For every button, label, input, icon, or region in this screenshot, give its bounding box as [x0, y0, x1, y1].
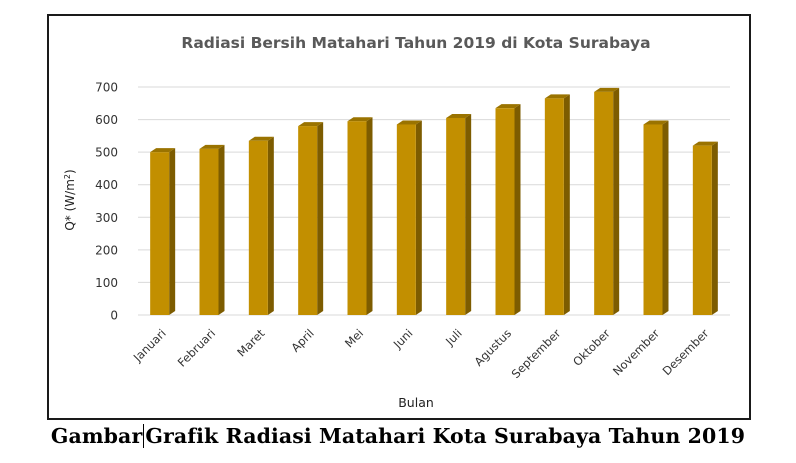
- bar-side: [317, 122, 324, 315]
- x-tick-label: September: [509, 326, 564, 381]
- bar: [544, 94, 570, 316]
- y-tick-label: 100: [95, 276, 118, 290]
- x-axis-ticks: Januari Februari Maret April Mei Juni Juli Agus…: [130, 326, 712, 381]
- bar-front: [643, 124, 663, 315]
- y-axis-ticks: 0 100 200 300 400 500 600 700: [95, 81, 118, 323]
- bar: [199, 144, 225, 315]
- bar-top: [495, 104, 521, 109]
- bar-front: [199, 148, 219, 315]
- caption-separator: [143, 424, 145, 448]
- x-tick-label: Oktober: [570, 326, 613, 369]
- bar-front: [396, 124, 416, 315]
- bar-side: [267, 136, 274, 315]
- y-axis-label: Q* (W/m2): [63, 169, 78, 230]
- bar: [347, 117, 373, 315]
- x-tick-label: November: [610, 326, 662, 378]
- x-tick-label: Desember: [660, 326, 712, 378]
- y-tick-label: 400: [95, 178, 118, 192]
- caption-text: Grafik Radiasi Matahari Kota Surabaya Ta…: [145, 424, 746, 448]
- bar-front: [594, 91, 614, 315]
- caption-prefix: Gambar: [50, 424, 143, 448]
- bar-side: [613, 87, 620, 315]
- bar: [298, 122, 324, 315]
- gridlines: [138, 86, 730, 316]
- bar: [692, 141, 718, 315]
- y-tick-label: 600: [95, 113, 118, 127]
- bar-top: [544, 94, 570, 99]
- bar-side: [218, 144, 225, 315]
- chart-title: Radiasi Bersih Matahari Tahun 2019 di Ko…: [181, 34, 650, 52]
- y-tick-label: 0: [110, 309, 118, 323]
- bar-side: [711, 141, 718, 315]
- bar: [396, 120, 422, 315]
- y-tick-label: 700: [95, 81, 118, 95]
- bar-top: [692, 141, 718, 146]
- x-tick-label: Januari: [130, 326, 169, 365]
- bar-front: [544, 98, 564, 316]
- bar: [495, 104, 521, 316]
- bar-side: [563, 94, 570, 316]
- bar: [643, 120, 669, 315]
- bar-side: [415, 120, 422, 315]
- bar-side: [514, 104, 521, 316]
- x-tick-label: Juni: [390, 326, 416, 352]
- bars: [150, 87, 718, 316]
- bar-top: [298, 122, 324, 127]
- bar-side: [465, 113, 472, 315]
- y-tick-label: 200: [95, 243, 118, 257]
- bar-side: [169, 148, 176, 315]
- bar-top: [643, 120, 669, 125]
- x-tick-label: Februari: [175, 326, 218, 369]
- x-tick-label: Juli: [442, 326, 465, 349]
- bar-top: [347, 117, 373, 122]
- bar-front: [347, 121, 367, 315]
- bar: [446, 113, 472, 315]
- bar: [594, 87, 620, 315]
- bar-front: [692, 145, 712, 315]
- x-tick-label: April: [288, 326, 316, 354]
- x-axis-label: Bulan: [398, 395, 434, 410]
- bar-top: [150, 148, 176, 153]
- bar-top: [446, 113, 472, 118]
- bar: [150, 148, 176, 315]
- bar-front: [495, 108, 515, 316]
- bar-top: [396, 120, 422, 125]
- bar-front: [248, 140, 268, 315]
- bar-top: [199, 144, 225, 149]
- bar-front: [446, 117, 466, 315]
- x-tick-label: Mei: [342, 326, 366, 350]
- x-tick-label: Agustus: [472, 326, 515, 369]
- bar-side: [662, 120, 669, 315]
- bar-side: [366, 117, 373, 315]
- y-tick-label: 500: [95, 146, 118, 160]
- bar: [248, 136, 274, 315]
- bar-front: [150, 152, 170, 315]
- figure-caption: Gambar Grafik Radiasi Matahari Kota Surab…: [0, 424, 796, 448]
- y-tick-label: 300: [95, 211, 118, 225]
- bar-top: [594, 87, 620, 92]
- x-tick-label: Maret: [234, 326, 268, 360]
- bar-top: [248, 136, 274, 141]
- bar-front: [298, 126, 318, 315]
